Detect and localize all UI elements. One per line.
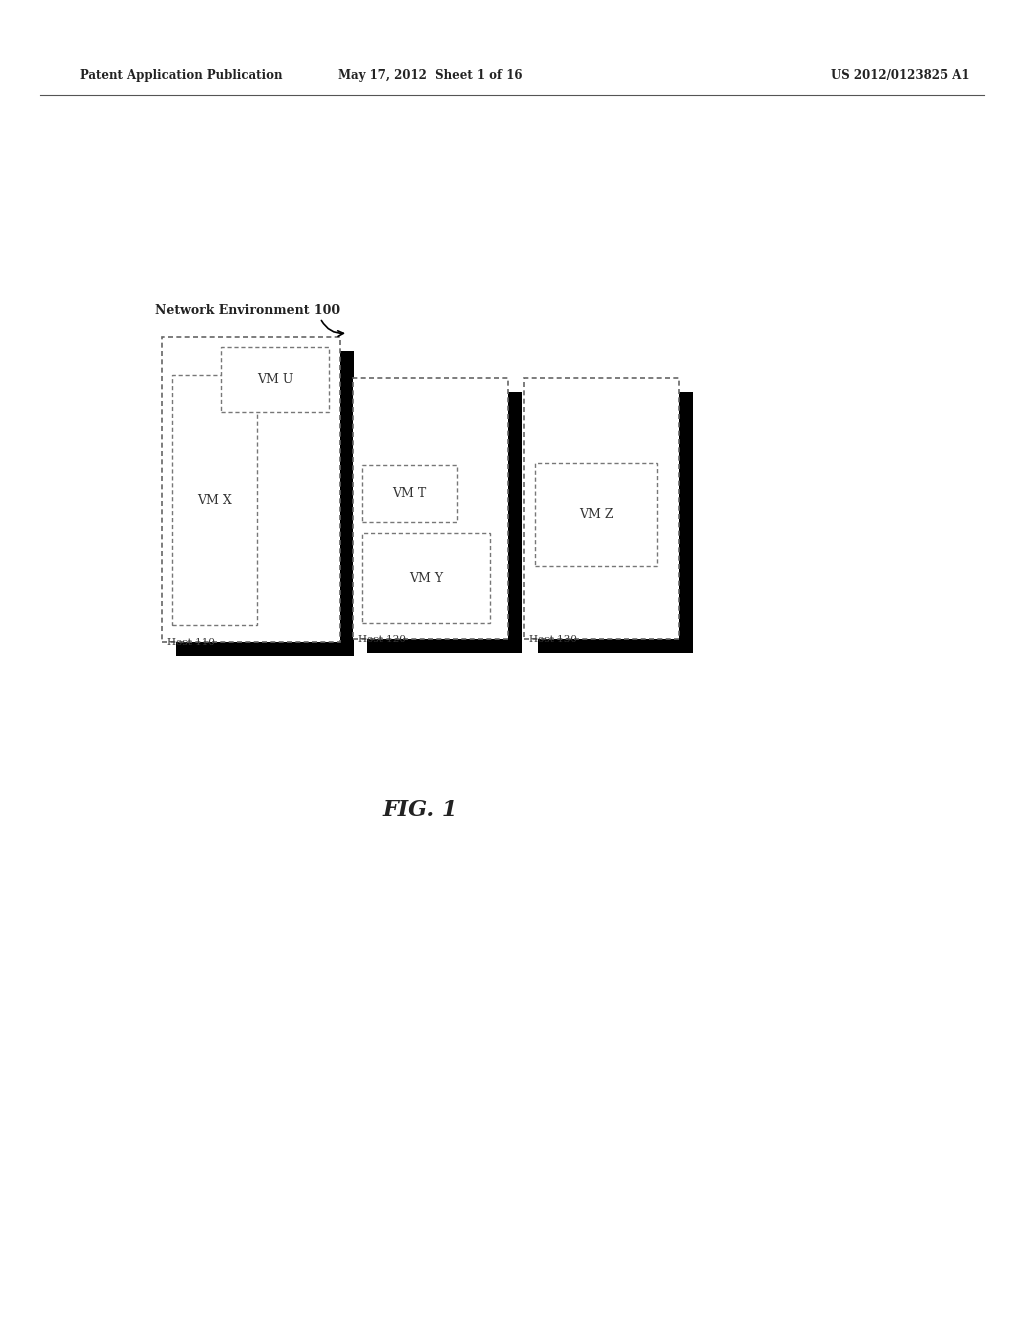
Bar xyxy=(679,392,693,653)
Text: Host 120: Host 120 xyxy=(358,635,406,644)
Text: VM T: VM T xyxy=(392,487,427,500)
Text: US 2012/0123825 A1: US 2012/0123825 A1 xyxy=(830,69,970,82)
Bar xyxy=(362,533,490,623)
Text: VM U: VM U xyxy=(257,374,293,385)
Text: VM Y: VM Y xyxy=(409,572,443,585)
Text: VM X: VM X xyxy=(198,494,231,507)
Text: FIG. 1: FIG. 1 xyxy=(382,799,458,821)
Bar xyxy=(524,378,679,639)
Bar xyxy=(221,347,329,412)
Bar xyxy=(162,337,340,642)
Bar xyxy=(535,463,657,566)
Bar xyxy=(353,378,508,639)
Bar xyxy=(362,465,457,521)
Text: Host 130: Host 130 xyxy=(529,635,577,644)
Bar xyxy=(508,392,522,653)
Bar xyxy=(538,639,693,653)
Bar xyxy=(176,642,354,656)
Text: Network Environment 100: Network Environment 100 xyxy=(155,304,340,317)
Bar xyxy=(367,639,522,653)
Text: May 17, 2012  Sheet 1 of 16: May 17, 2012 Sheet 1 of 16 xyxy=(338,69,522,82)
Text: Host 110: Host 110 xyxy=(167,638,215,647)
Bar xyxy=(172,375,257,624)
Bar xyxy=(340,351,354,656)
Text: Patent Application Publication: Patent Application Publication xyxy=(80,69,283,82)
Text: VM Z: VM Z xyxy=(579,508,613,521)
